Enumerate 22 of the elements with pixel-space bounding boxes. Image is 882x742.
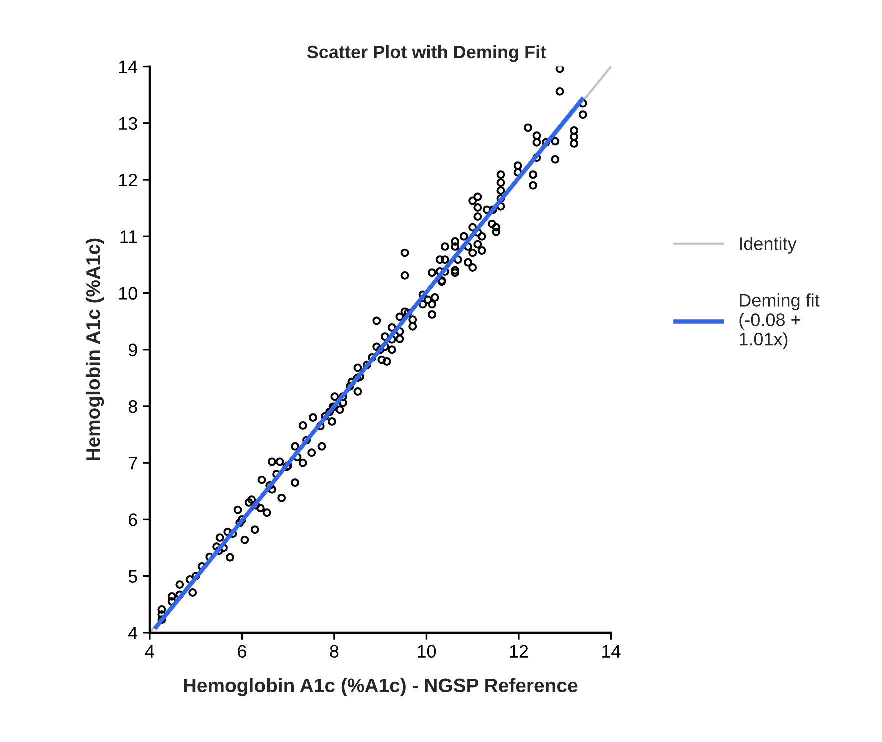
y-tick-label: 14 — [119, 60, 138, 74]
y-tick-label: 9 — [128, 344, 138, 357]
y-tick-label: 12 — [119, 174, 138, 187]
x-tick-label: 8 — [330, 645, 339, 658]
x-tick-label: 14 — [602, 645, 621, 658]
y-tick-label: 10 — [119, 287, 138, 300]
y-tick-label: 13 — [119, 117, 138, 130]
legend-label: Identity — [740, 237, 797, 254]
x-tick-label: 4 — [145, 645, 154, 658]
y-tick-label: 8 — [128, 400, 138, 414]
y-tick-label: 7 — [129, 457, 138, 470]
legend-label: Deming fit (-0.08 + 1.01x) — [740, 294, 820, 350]
y-tick-label: 6 — [129, 514, 138, 526]
y-tick-label: 11 — [120, 230, 138, 244]
x-tick-label: 6 — [238, 645, 246, 658]
chart-title: Scatter Plot with Deming Fit — [307, 45, 546, 62]
x-axis-title: Hemoglobin A1c (%A1c) - NGSP Reference — [184, 678, 578, 696]
y-tick-label: 4 — [128, 627, 138, 640]
y-tick-label: 5 — [128, 570, 138, 584]
y-axis-title: Hemoglobin A1c (%A1c) — [86, 238, 104, 461]
x-tick-label: 12 — [510, 645, 528, 658]
x-tick-label: 10 — [418, 645, 436, 658]
